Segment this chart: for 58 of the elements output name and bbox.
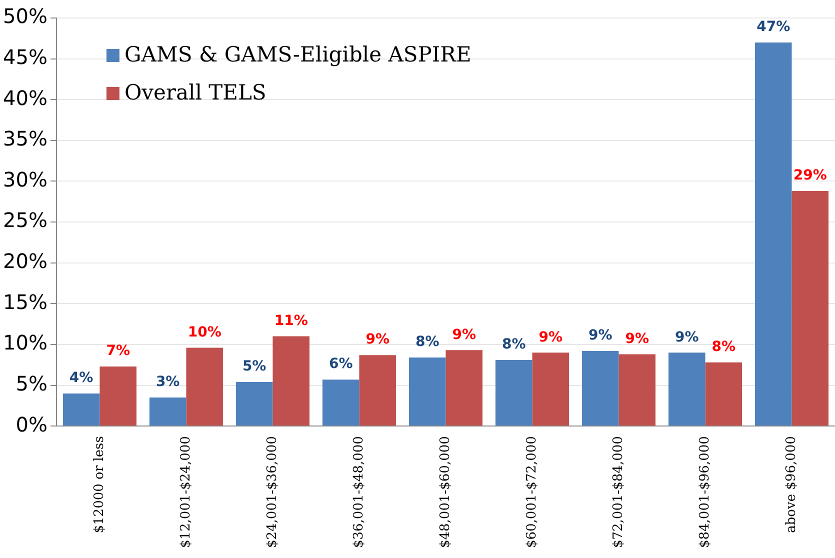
bar: [359, 355, 396, 426]
y-tick-label: 40%: [3, 86, 48, 110]
legend-label: GAMS & GAMS-Eligible ASPIRE: [124, 42, 472, 66]
bar: [705, 362, 742, 426]
bar: [236, 382, 273, 426]
data-label: 29%: [793, 168, 827, 184]
data-label: 9%: [452, 326, 476, 343]
bar: [618, 354, 656, 426]
data-label: 9%: [625, 330, 650, 347]
y-tick-label: 0%: [16, 412, 48, 436]
y-tick-label: 50%: [3, 4, 48, 28]
data-label: 5%: [242, 358, 266, 375]
bar: [668, 352, 706, 426]
data-label: 8%: [712, 339, 736, 356]
y-tick-label: 20%: [3, 249, 48, 274]
x-tick-label: $60,001-$72,000: [524, 436, 540, 548]
x-tick-label: $84,001-$96,000: [698, 436, 713, 548]
data-label: 10%: [188, 324, 222, 340]
y-tick-label: 5%: [16, 371, 48, 396]
bar: [62, 393, 100, 426]
x-tick-label: $72,001-$84,000: [611, 436, 626, 548]
data-label: 9%: [588, 328, 612, 344]
data-label: 3%: [156, 374, 180, 390]
bar: [582, 351, 619, 426]
bar: [149, 398, 186, 426]
data-label: 8%: [502, 336, 526, 353]
bar: [322, 380, 360, 426]
x-tick-label: $24,001-$36,000: [265, 436, 280, 548]
x-tick-label: $12000 or less: [92, 436, 108, 534]
bar: [754, 42, 792, 426]
y-tick-label: 25%: [3, 208, 48, 232]
y-tick-label: 10%: [3, 330, 48, 355]
x-tick-label: $12,001-$24,000: [178, 436, 194, 548]
data-label: 4%: [69, 370, 94, 386]
data-label: 11%: [274, 312, 308, 329]
bar: [100, 366, 136, 426]
legend-label: Overall TELS: [124, 80, 266, 104]
data-label: 9%: [366, 332, 390, 348]
x-tick-label: above $96,000: [784, 436, 800, 533]
bar: [186, 348, 223, 426]
x-tick-label: $48,001-$60,000: [438, 436, 454, 548]
data-label: 6%: [328, 356, 353, 372]
y-tick-label: 30%: [3, 167, 48, 192]
y-tick-label: 15%: [3, 290, 48, 314]
bar: [792, 191, 829, 426]
bar: [495, 360, 532, 426]
data-label: 47%: [756, 19, 790, 36]
bar: [532, 352, 569, 426]
data-label: 9%: [674, 329, 699, 346]
y-tick-label: 35%: [3, 126, 48, 151]
bar: [272, 336, 310, 426]
bar: [408, 358, 446, 426]
y-tick-label: 45%: [3, 45, 48, 70]
x-tick-label: $36,001-$48,000: [352, 436, 367, 548]
data-label: 9%: [538, 329, 563, 346]
data-label: 8%: [415, 334, 440, 350]
data-label: 7%: [106, 343, 130, 360]
bar: [446, 350, 482, 426]
